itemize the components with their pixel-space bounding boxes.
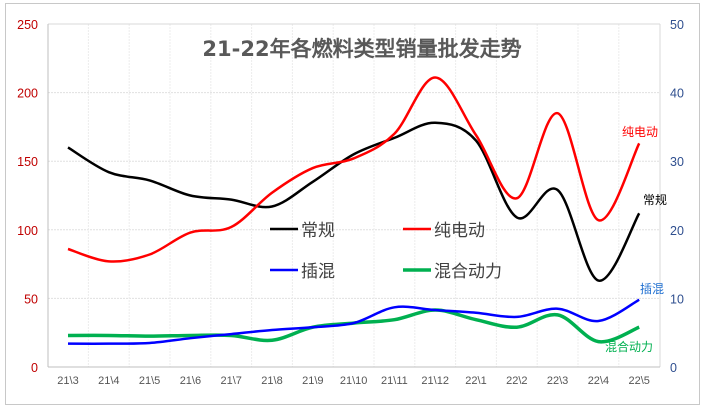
legend-label: 混合动力 <box>434 262 502 282</box>
y-right-tick-label: 50 <box>670 18 684 32</box>
series-line-3 <box>67 308 640 344</box>
x-tick-label: 21\5 <box>139 375 160 387</box>
x-tick-label: 22\4 <box>588 375 609 387</box>
y-left-tick-label: 200 <box>17 87 38 101</box>
x-tick-label: 21\4 <box>98 375 119 387</box>
series-line-0 <box>67 121 641 282</box>
x-tick-label: 22\5 <box>628 375 649 387</box>
gridlines <box>48 23 660 367</box>
x-tick-label: 22\1 <box>465 375 486 387</box>
y-left-tick-label: 0 <box>31 361 38 375</box>
y-right-tick-label: 0 <box>670 361 677 375</box>
legend-label: 纯电动 <box>434 221 485 241</box>
legend-label: 常规 <box>301 221 335 241</box>
y-left-tick-label: 250 <box>17 18 38 32</box>
axes: 0 50 100 150 200 250 0 10 20 30 40 50 21\3 21\4 21\5 21… <box>17 18 684 387</box>
x-tick-label: 21\6 <box>180 375 201 387</box>
series-line-1 <box>67 76 641 263</box>
y-right-tick-label: 40 <box>670 87 684 101</box>
x-tick-label: 21\12 <box>421 375 449 387</box>
x-tick-label: 22\3 <box>547 375 568 387</box>
chart-title: 21-22年各燃料类型销量批发走势 <box>202 37 521 61</box>
series-lines <box>67 76 641 345</box>
series-line-2 <box>67 298 640 345</box>
x-tick-label: 21\11 <box>381 375 408 387</box>
legend-label: 插混 <box>301 262 335 282</box>
x-tick-label: 21\3 <box>57 375 78 387</box>
y-right-tick-label: 10 <box>670 292 684 306</box>
x-tick-label: 21\8 <box>261 375 282 387</box>
end-label: 混合动力 <box>605 339 653 354</box>
x-tick-label: 22\2 <box>506 375 527 387</box>
x-tick-label: 21\10 <box>340 375 368 387</box>
end-label: 常规 <box>643 192 667 207</box>
y-left-tick-label: 50 <box>24 292 38 306</box>
end-label: 插混 <box>640 282 664 296</box>
y-right-tick-label: 30 <box>670 155 684 169</box>
y-left-tick-label: 100 <box>17 224 38 238</box>
chart-frame <box>5 3 700 405</box>
end-label: 纯电动 <box>622 125 658 139</box>
x-tick-label: 21\9 <box>302 375 323 387</box>
x-tick-label: 21\7 <box>220 375 241 387</box>
y-left-tick-label: 150 <box>17 155 38 169</box>
y-right-tick-label: 20 <box>670 224 684 238</box>
